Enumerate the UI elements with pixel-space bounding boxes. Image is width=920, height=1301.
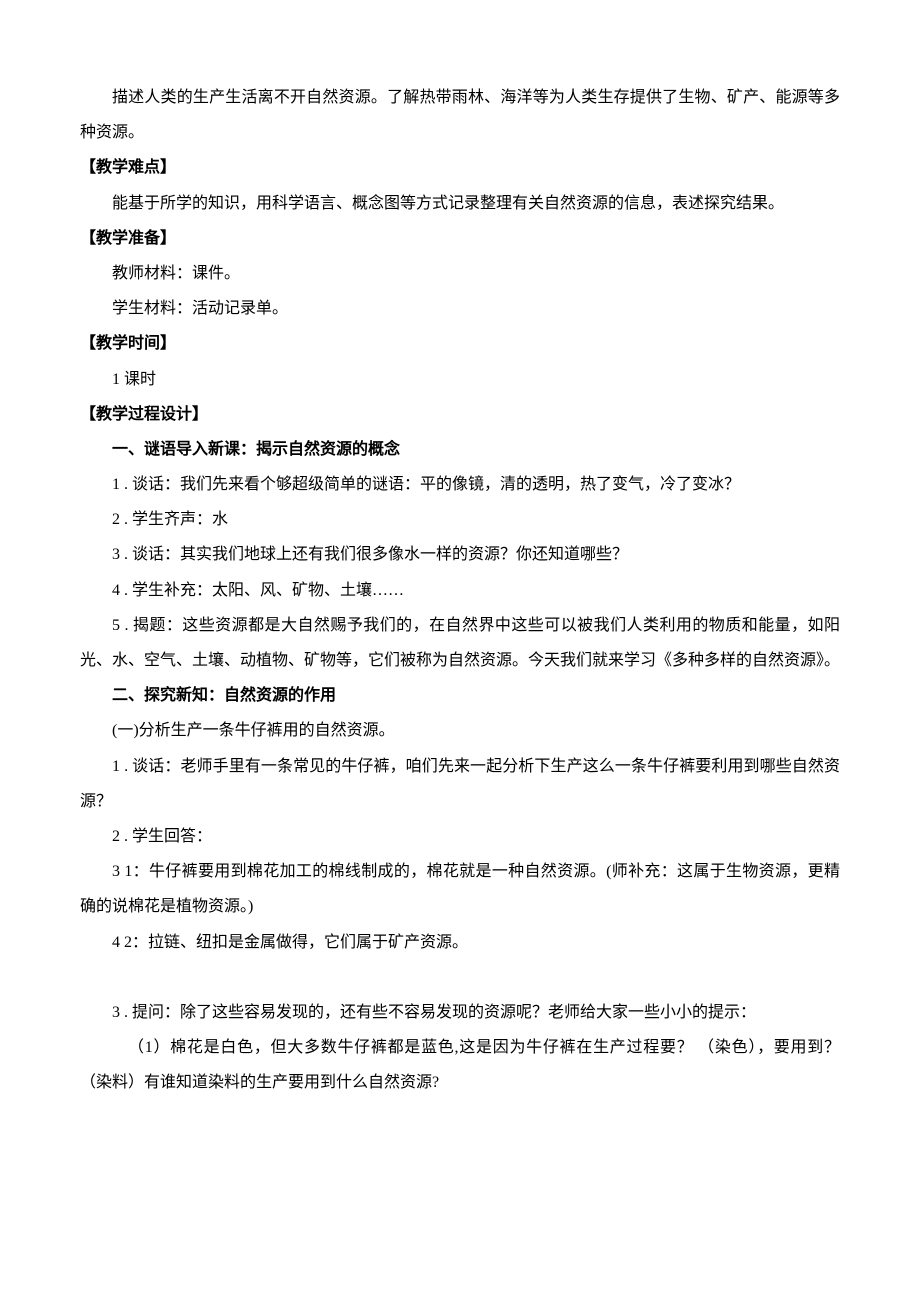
- prep-teacher: 教师材料：课件。: [80, 256, 840, 291]
- line-10: 3 . 提问：除了这些容易发现的，还有些不容易发现的资源呢？老师给大家一些小小的…: [80, 995, 840, 1030]
- line-3: 3 . 谈话：其实我们地球上还有我们很多像水一样的资源？你还知道哪些？: [80, 537, 840, 572]
- line-1: 1 . 谈话：我们先来看个够超级简单的谜语：平的像镜，清的透明，热了变气，冷了变…: [80, 467, 840, 502]
- spacer: [80, 960, 840, 995]
- line-2: 2 . 学生齐声：水: [80, 502, 840, 537]
- line-6: 1 . 谈话：老师手里有一条常见的牛仔裤，咱们先来一起分析下生产这么一条牛仔裤要…: [80, 749, 840, 819]
- prep-student: 学生材料：活动记录单。: [80, 291, 840, 326]
- subheading-section-2: 二、探究新知：自然资源的作用: [80, 678, 840, 713]
- sub-a: (一)分析生产一条牛仔裤用的自然资源。: [80, 713, 840, 748]
- line-4: 4 . 学生补充：太阳、风、矿物、土壤……: [80, 573, 840, 608]
- time-text: 1 课时: [80, 362, 840, 397]
- intro-paragraph: 描述人类的生产生活离不开自然资源。了解热带雨林、海洋等为人类生存提供了生物、矿产…: [80, 80, 840, 150]
- difficulty-text: 能基于所学的知识，用科学语言、概念图等方式记录整理有关自然资源的信息，表述探究结…: [80, 186, 840, 221]
- line-9: 4 2：拉链、纽扣是金属做得，它们属于矿产资源。: [80, 925, 840, 960]
- document-page: 描述人类的生产生活离不开自然资源。了解热带雨林、海洋等为人类生存提供了生物、矿产…: [0, 0, 920, 1160]
- heading-preparation: 【教学准备】: [80, 221, 840, 256]
- heading-time: 【教学时间】: [80, 326, 840, 361]
- line-7: 2 . 学生回答：: [80, 819, 840, 854]
- line-5: 5 . 揭题：这些资源都是大自然赐予我们的，在自然界中这些可以被我们人类利用的物…: [80, 608, 840, 678]
- heading-difficulty: 【教学难点】: [80, 150, 840, 185]
- heading-process: 【教学过程设计】: [80, 397, 840, 432]
- line-8: 3 1：牛仔裤要用到棉花加工的棉线制成的，棉花就是一种自然资源。(师补充：这属于…: [80, 854, 840, 924]
- line-11: （1）棉花是白色，但大多数牛仔裤都是蓝色,这是因为牛仔裤在生产过程要？ （染色）…: [80, 1030, 840, 1100]
- subheading-section-1: 一、谜语导入新课：揭示自然资源的概念: [80, 432, 840, 467]
